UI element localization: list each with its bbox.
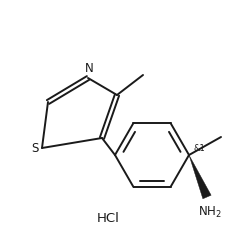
Text: NH$_2$: NH$_2$ xyxy=(198,205,222,220)
Text: &1: &1 xyxy=(193,144,205,153)
Text: HCl: HCl xyxy=(96,212,120,224)
Polygon shape xyxy=(189,155,211,199)
Text: S: S xyxy=(32,142,39,156)
Text: N: N xyxy=(85,62,93,75)
